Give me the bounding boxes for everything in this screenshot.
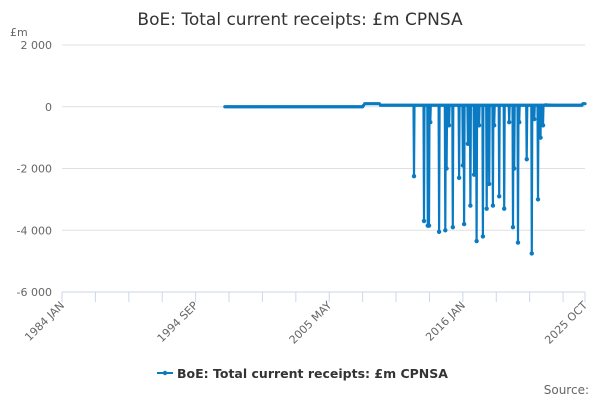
data-point <box>507 119 512 125</box>
data-point <box>474 238 479 244</box>
data-point <box>515 240 521 245</box>
data-point <box>535 197 541 202</box>
data-point <box>484 206 489 211</box>
legend-marker-icon <box>162 370 168 376</box>
data-point <box>496 194 502 199</box>
legend[interactable]: BoE: Total current receipts: £m CPNSA <box>157 366 448 381</box>
data-point <box>491 123 497 128</box>
data-point <box>436 229 442 234</box>
data-point <box>510 224 516 230</box>
chart-title: BoE: Total current receipts: £m CPNSA <box>137 10 463 30</box>
x-axis: 1984 JAN 1994 SEP 2005 MAY 2016 JAN 2025 OCT <box>22 291 590 347</box>
data-point <box>480 234 486 239</box>
data-point <box>456 175 462 180</box>
data-point <box>428 119 433 125</box>
x-tick-label: 2005 MAY <box>287 299 335 347</box>
data-point <box>465 141 471 146</box>
data-point <box>450 224 456 230</box>
data-point <box>443 228 448 233</box>
y-tick-label: -6 000 <box>17 286 52 299</box>
data-point <box>421 218 427 224</box>
data-point <box>512 166 517 171</box>
series-line <box>224 102 586 255</box>
x-tick-label: 2016 JAN <box>423 299 468 344</box>
x-tick-label: 1984 JAN <box>22 299 67 344</box>
data-point <box>444 166 449 171</box>
y-axis: 2 000 0 -2 000 -4 000 -6 000 <box>17 39 52 299</box>
data-point <box>486 181 492 187</box>
data-point <box>471 172 477 177</box>
data-point <box>468 203 473 208</box>
data-point <box>426 223 432 228</box>
data-point <box>517 119 522 125</box>
data-point <box>524 157 529 162</box>
data-point <box>461 221 467 227</box>
data-point <box>460 163 466 168</box>
y-axis-unit: £m <box>10 26 28 39</box>
y-tick-label: -4 000 <box>17 224 52 237</box>
data-point <box>529 251 534 256</box>
x-tick-label: 1994 SEP <box>155 299 201 345</box>
data-point <box>411 174 417 179</box>
grid <box>62 44 585 231</box>
data-point <box>540 123 546 128</box>
y-tick-label: -2 000 <box>17 163 52 176</box>
data-point <box>476 123 482 128</box>
data-point <box>583 102 587 106</box>
y-tick-label: 2 000 <box>21 39 53 52</box>
source-label: Source: <box>544 383 589 397</box>
data-point <box>490 203 496 208</box>
y-tick-label: 0 <box>45 101 52 114</box>
data-point <box>532 116 537 122</box>
data-point <box>446 123 452 128</box>
legend-label: BoE: Total current receipts: £m CPNSA <box>177 366 448 381</box>
data-point <box>502 206 507 211</box>
plot-area <box>223 102 587 256</box>
data-point <box>538 135 543 140</box>
x-tick-label: 2025 OCT <box>542 299 590 347</box>
